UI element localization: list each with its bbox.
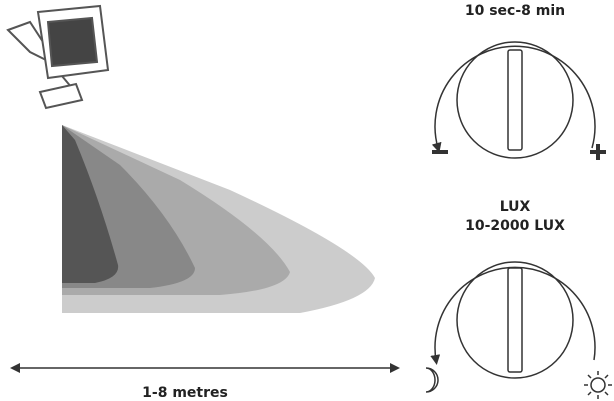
- lux-title: LUX: [500, 199, 531, 215]
- floodlight-icon: [6, 4, 110, 110]
- timer-label: 10 sec-8 min: [465, 3, 565, 19]
- timer-dial: [431, 41, 606, 160]
- detection-zone: [62, 125, 375, 313]
- range-label: 1-8 metres: [142, 385, 228, 401]
- lux-label: 10-2000 LUX: [465, 218, 565, 234]
- lux-dial: [425, 261, 612, 399]
